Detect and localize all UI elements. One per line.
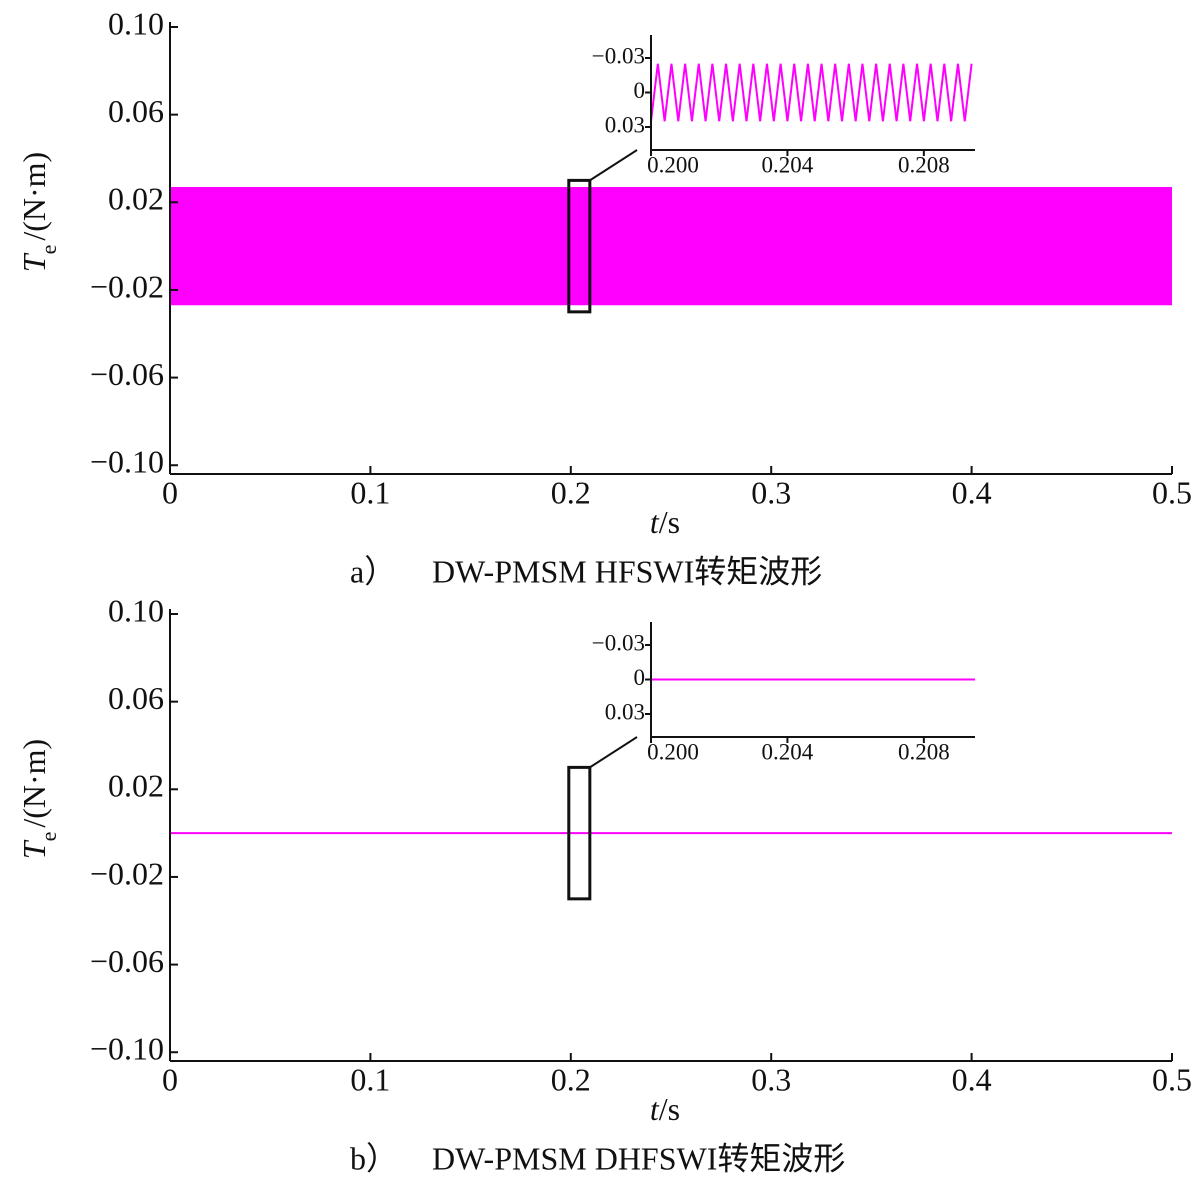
x-tick-label: 0.3 xyxy=(751,474,791,510)
inset-x-tick-label: 0.200 xyxy=(647,152,699,177)
y-tick-label: −0.06 xyxy=(90,356,164,392)
x-tick-label: 0.2 xyxy=(551,474,591,510)
inset-y-tick-label: 0.03 xyxy=(605,112,645,137)
y-tick-label: −0.02 xyxy=(90,268,164,304)
caption-title: DW-PMSM HFSWI转矩波形 xyxy=(432,553,822,589)
y-tick-label: −0.02 xyxy=(90,855,164,891)
x-axis-label: t/s xyxy=(650,504,680,540)
inset-y-tick-label: 0 xyxy=(634,78,646,103)
y-tick-label: −0.06 xyxy=(90,943,164,979)
y-label-symbol: T xyxy=(16,252,52,272)
x-tick-label: 0.5 xyxy=(1152,1061,1192,1097)
panel: 0.100.060.02−0.02−0.06−0.100 0.1 0.2 0.3 0.4… xyxy=(16,592,1192,1176)
inset-y-tick-label: −0.03 xyxy=(592,43,645,68)
y-axis-label: Te /(N·m) xyxy=(16,739,60,859)
x-label-symbol: t xyxy=(650,504,660,540)
y-tick-label: 0.06 xyxy=(108,93,164,129)
y-tick-label: 0.10 xyxy=(108,5,164,41)
y-tick-label: 0.02 xyxy=(108,181,164,217)
inset-y-tick-label: 0.03 xyxy=(605,699,645,724)
x-tick-label: 0 xyxy=(162,474,178,510)
inset-y-tick-label: −0.03 xyxy=(592,630,645,655)
inset-y-tick-label: 0 xyxy=(634,665,646,690)
y-tick-label: 0.06 xyxy=(108,680,164,716)
y-axis-label: Te /(N·m) xyxy=(16,152,60,272)
caption-title: DW-PMSM DHFSWI转矩波形 xyxy=(432,1140,845,1176)
x-tick-label: 0.2 xyxy=(551,1061,591,1097)
zoom-connector xyxy=(589,736,638,769)
y-tick-label: −0.10 xyxy=(90,444,164,480)
y-label-unit: /(N·m) xyxy=(16,739,52,828)
y-tick-label: 0.02 xyxy=(108,768,164,804)
inset-x-tick-label: 0.200 xyxy=(647,739,699,764)
y-label-symbol: T xyxy=(16,839,52,859)
inset-x-tick-label: 0.208 xyxy=(898,739,950,764)
y-label-unit: /(N·m) xyxy=(16,152,52,241)
zoom-box xyxy=(567,765,592,901)
x-tick-label: 0.4 xyxy=(952,474,992,510)
inset-x-tick-label: 0.204 xyxy=(762,152,814,177)
x-label-symbol: t xyxy=(650,1091,660,1127)
x-tick-label: 0.4 xyxy=(952,1061,992,1097)
x-tick-label: 0.1 xyxy=(350,474,390,510)
y-label-subscript: e xyxy=(36,832,61,842)
zoom-box xyxy=(567,178,592,314)
panel: 0.100.060.02−0.02−0.06−0.100 0.1 0.2 0.3 0.4… xyxy=(16,5,1192,589)
inset-x-tick-label: 0.208 xyxy=(898,152,950,177)
x-tick-label: 0 xyxy=(162,1061,178,1097)
y-tick-label: −0.10 xyxy=(90,1031,164,1067)
zoom-connector xyxy=(589,149,638,182)
x-tick-label: 0.5 xyxy=(1152,474,1192,510)
band-area xyxy=(170,186,1172,306)
y-tick-label: 0.10 xyxy=(108,592,164,628)
x-tick-label: 0.1 xyxy=(350,1061,390,1097)
x-axis-label: t/s xyxy=(650,1091,680,1127)
x-label-unit: /s xyxy=(659,504,680,540)
caption-label: a） xyxy=(350,553,396,589)
inset-x-tick-label: 0.204 xyxy=(762,739,814,764)
caption-label: b） xyxy=(350,1140,398,1176)
x-tick-label: 0.3 xyxy=(751,1061,791,1097)
x-label-unit: /s xyxy=(659,1091,680,1127)
y-label-subscript: e xyxy=(36,245,61,255)
data-line xyxy=(650,63,973,122)
